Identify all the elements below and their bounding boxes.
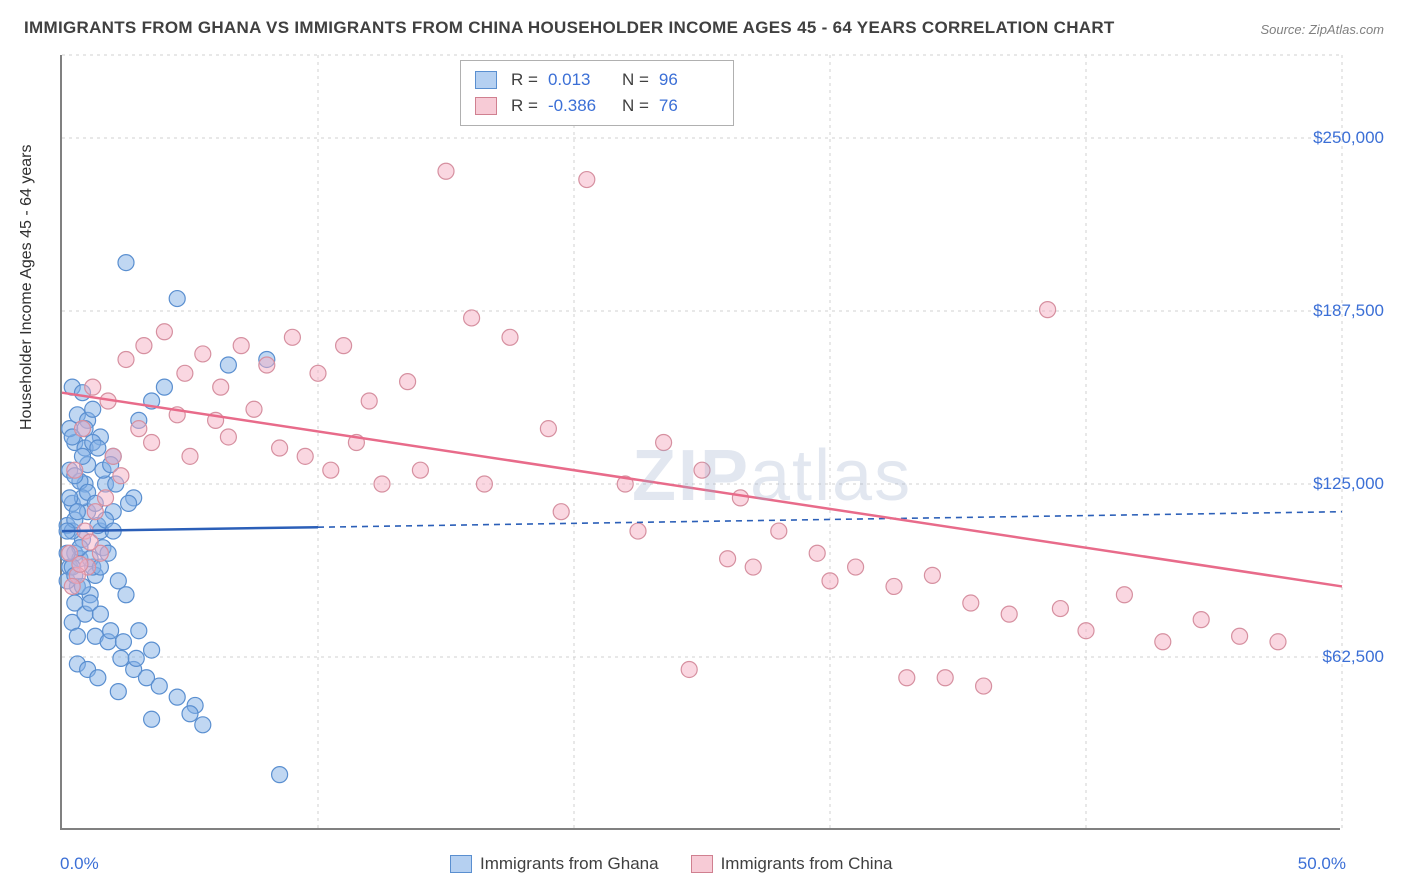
y-tick-label: $250,000 xyxy=(1313,128,1384,148)
y-axis-label: Householder Income Ages 45 - 64 years xyxy=(18,145,36,431)
swatch-pink xyxy=(475,97,497,115)
plot-area: ZIPatlas xyxy=(60,55,1340,830)
series-legend: Immigrants from Ghana Immigrants from Ch… xyxy=(450,854,893,874)
source-attribution: Source: ZipAtlas.com xyxy=(1260,22,1384,37)
legend-row-ghana: R = 0.013 N = 96 xyxy=(475,67,719,93)
swatch-pink-icon xyxy=(691,855,713,873)
y-tick-label: $187,500 xyxy=(1313,301,1384,321)
x-axis-min-label: 0.0% xyxy=(60,854,99,874)
swatch-blue xyxy=(475,71,497,89)
swatch-blue-icon xyxy=(450,855,472,873)
legend-row-china: R = -0.386 N = 76 xyxy=(475,93,719,119)
y-tick-label: $125,000 xyxy=(1313,474,1384,494)
y-tick-label: $62,500 xyxy=(1323,647,1384,667)
correlation-legend: R = 0.013 N = 96 R = -0.386 N = 76 xyxy=(460,60,734,126)
x-axis-max-label: 50.0% xyxy=(1298,854,1346,874)
chart-title: IMMIGRANTS FROM GHANA VS IMMIGRANTS FROM… xyxy=(24,18,1115,38)
legend-item-ghana: Immigrants from Ghana xyxy=(450,854,659,874)
legend-item-china: Immigrants from China xyxy=(691,854,893,874)
